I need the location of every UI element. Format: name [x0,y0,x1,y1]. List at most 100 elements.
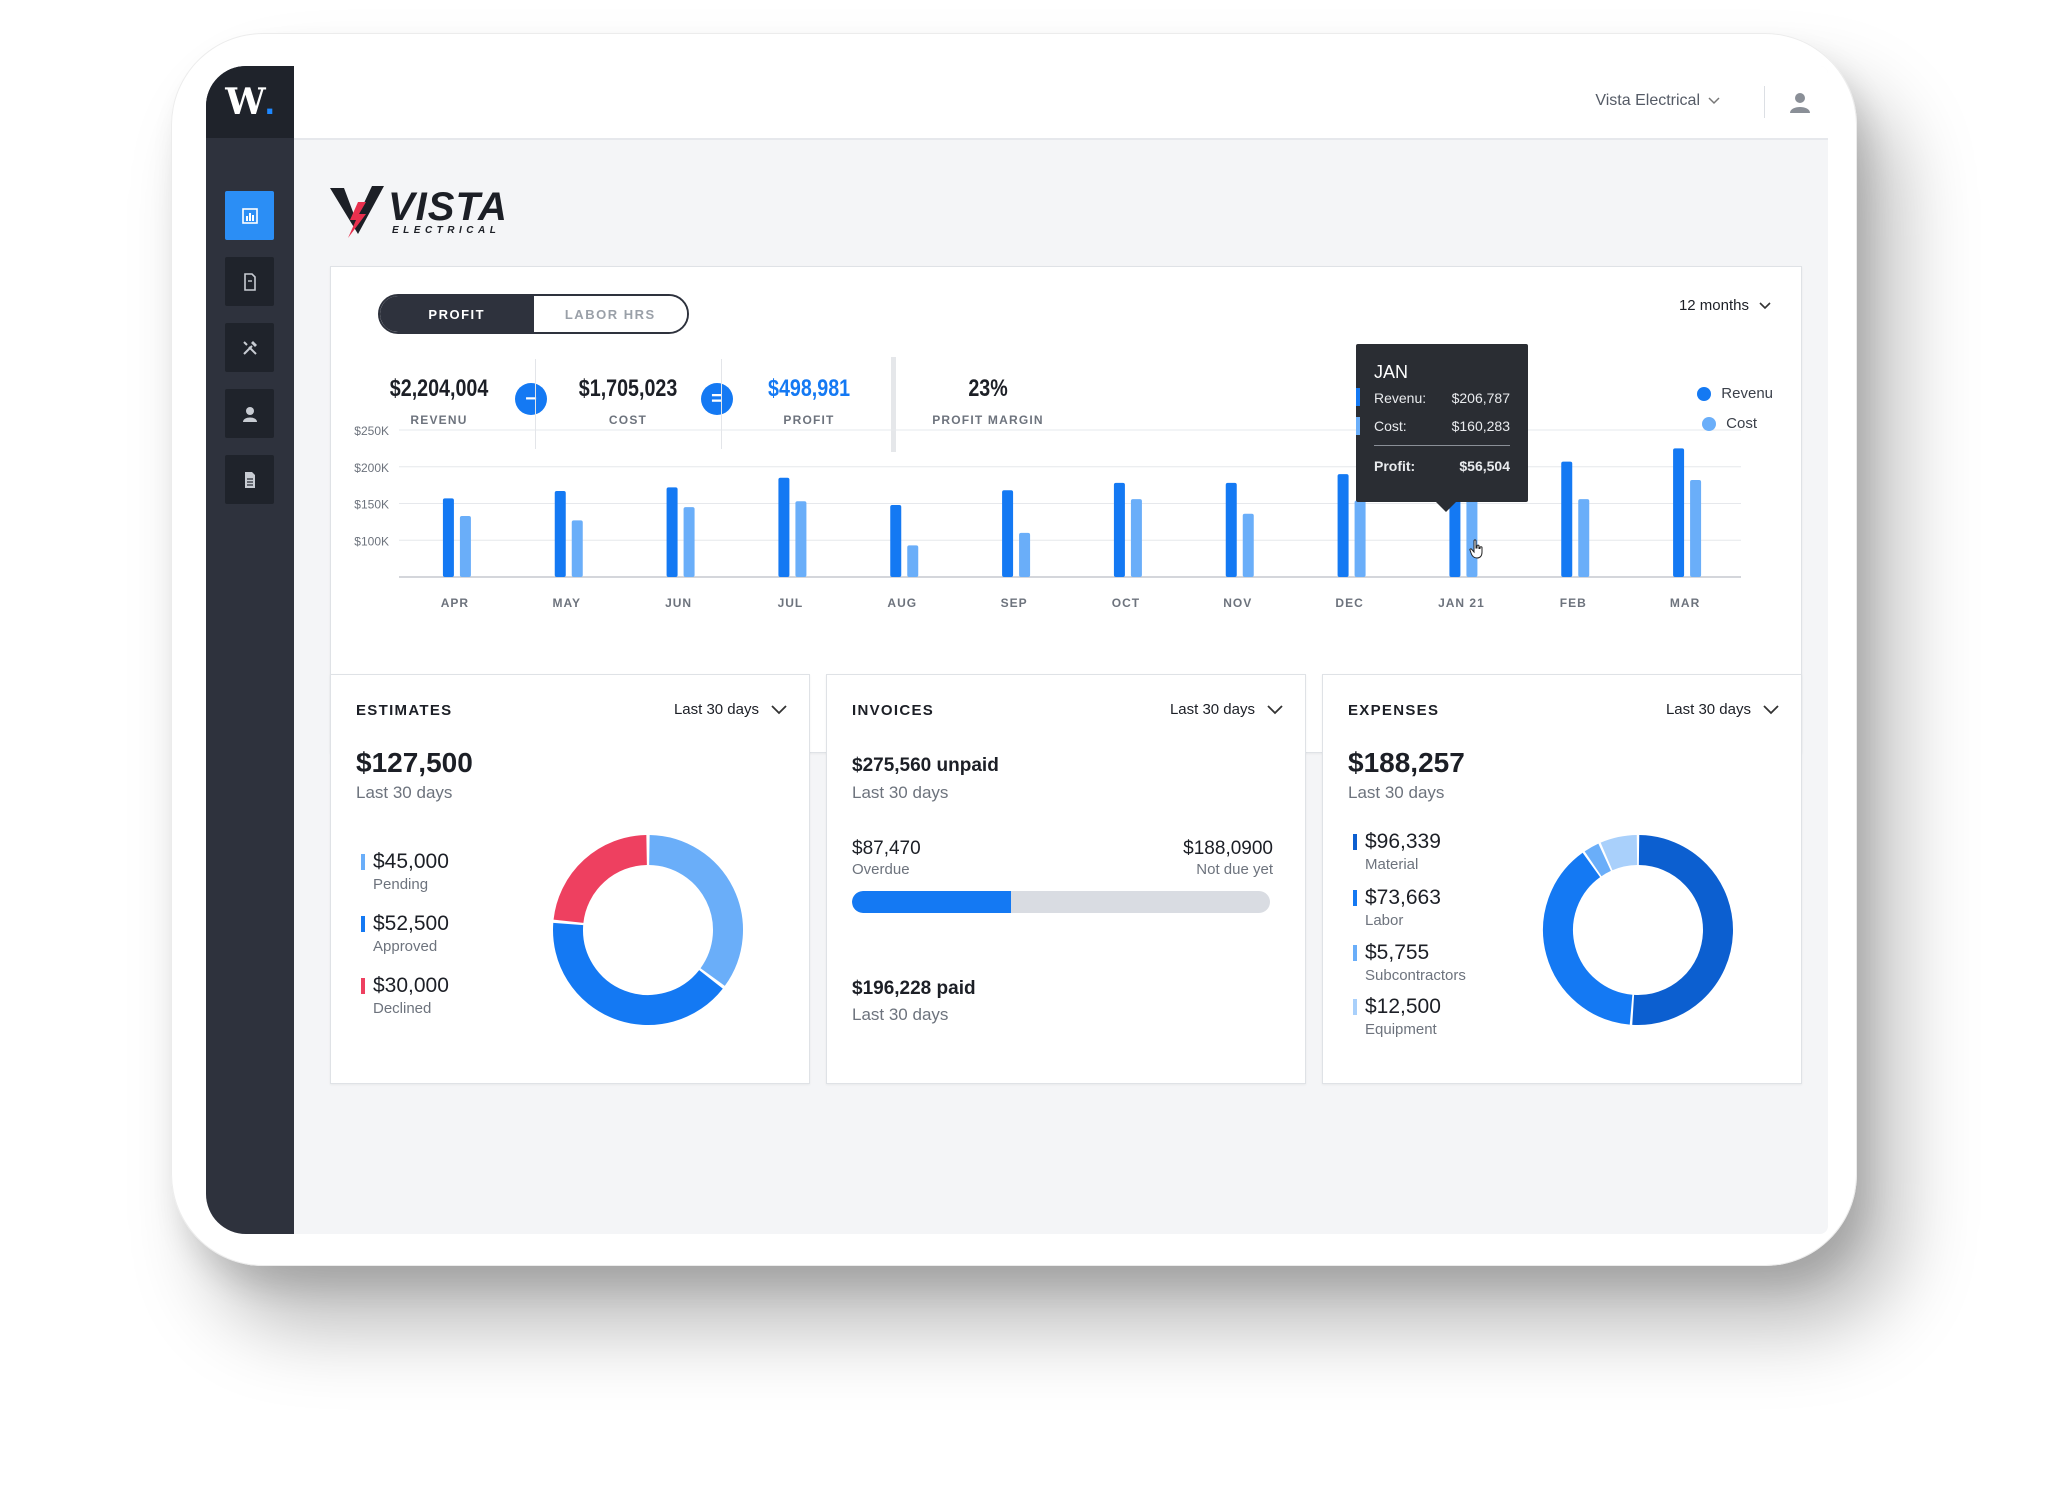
legend-revenue-dot [1697,386,1712,401]
x-tick-label: MAY [552,596,581,610]
expenses-period: Last 30 days [1665,701,1751,718]
cost-bar[interactable] [1242,513,1254,577]
tooltip-cost-marker [1356,417,1360,435]
estimate-amount: $30,000 [373,974,449,997]
donut-slice[interactable] [553,922,723,1025]
cost-bar[interactable] [571,520,583,577]
revenue-bar[interactable] [778,477,790,577]
expense-item: $73,663 Labor [1353,886,1441,929]
tooltip-revenue-value: $206,787 [1451,390,1510,406]
revenue-bar[interactable] [554,491,566,577]
user-icon [242,406,257,422]
overdue-label: Overdue [852,861,910,878]
invoice-progress-track [852,891,1270,913]
estimate-item: $52,500 Approved [361,912,449,955]
chart-tooltip: JAN Revenu: $206,787 Cost: $160,283 Prof… [1356,344,1528,512]
revenue-bar[interactable] [890,504,902,577]
chevron-down-icon [1267,704,1283,714]
expense-amount: $96,339 [1365,830,1441,853]
revenue-bar[interactable] [1002,490,1014,577]
donut-slice[interactable] [1543,852,1633,1025]
revenue-bar[interactable] [1673,448,1685,577]
cost-bar[interactable] [1466,496,1478,577]
estimates-total-sub: Last 30 days [356,783,453,802]
document-icon [243,272,256,291]
estimates-period-selector[interactable]: Last 30 days [674,701,787,718]
tooltip-profit-row: Profit: $56,504 [1374,458,1510,474]
expense-label: Equipment [1365,1021,1437,1038]
invoices-paid: $196,228 paid [852,978,976,999]
legend-cost: Cost [1702,415,1757,432]
y-tick-label: $100K [354,534,389,548]
cost-bar[interactable] [459,515,471,577]
metric-divider [535,359,536,449]
tooltip-revenue-row: Revenu: $206,787 [1374,390,1510,406]
cost-bar[interactable] [1690,479,1702,577]
overdue-amount: $87,470 [852,838,921,859]
estimates-period: Last 30 days [673,701,759,718]
invoices-period-selector[interactable]: Last 30 days [1170,701,1283,718]
nav-reports[interactable] [225,455,274,504]
revenue-bar[interactable] [666,487,678,577]
estimate-color-mark [361,854,365,870]
cost-bar[interactable] [795,501,807,577]
estimate-label: Approved [373,938,438,955]
revenue-bar[interactable] [1113,482,1125,577]
revenue-bar[interactable] [1337,474,1349,577]
estimates-title: ESTIMATES [356,702,453,719]
donut-slice[interactable] [648,835,743,986]
expense-color-mark [1353,945,1357,961]
donut-slice[interactable] [1632,835,1733,1025]
expense-label: Subcontractors [1365,967,1466,984]
expenses-period-selector[interactable]: Last 30 days [1666,701,1779,718]
revenue-bar[interactable] [1225,482,1237,577]
app-logo[interactable]: W. [206,66,294,138]
logo-v-mark [330,186,384,234]
cost-bar[interactable] [1578,499,1590,577]
revenue-value: $2,204,004 [389,375,489,402]
nav-dashboard[interactable] [225,191,274,240]
tooltip-cost-row: Cost: $160,283 [1374,418,1510,434]
invoice-progress-fill [852,891,1011,913]
account-icon[interactable] [1788,90,1812,114]
app-logo-mark: W [225,81,265,123]
y-tick-label: $150K [354,498,389,512]
range-selector[interactable]: 12 months [1679,297,1771,314]
cost-bar[interactable] [683,507,695,577]
y-tick-label: $200K [354,461,389,475]
chevron-down-icon [1759,301,1771,309]
donut-slice[interactable] [1584,843,1612,877]
nav-tools[interactable] [225,323,274,372]
toggle-profit[interactable]: PROFIT [380,296,534,332]
cost-bar[interactable] [1354,500,1366,577]
nav-users[interactable] [225,389,274,438]
legend-revenue-label: Revenu [1721,385,1773,402]
cost-bar[interactable] [1130,499,1142,577]
nav-documents[interactable] [225,257,274,306]
tooltip-month: JAN [1374,362,1409,382]
estimate-color-mark [361,978,365,994]
expense-item: $96,339 Material [1353,830,1441,873]
estimate-item: $30,000 Declined [361,974,449,1017]
revenue-bar[interactable] [442,498,454,577]
top-bar: Vista Electrical [294,66,1828,140]
metric-divider [891,357,896,452]
profit-label: PROFIT [783,413,835,427]
company-selector[interactable]: Vista Electrical [1595,92,1720,110]
x-tick-label: JAN 21 [1438,596,1485,610]
cost-bar[interactable] [1019,532,1031,577]
expense-amount: $5,755 [1365,941,1430,964]
revenue-bar[interactable] [1561,461,1573,577]
cost-bar[interactable] [907,545,919,577]
tooltip-cost-label: Cost: [1374,418,1407,434]
donut-slice[interactable] [1600,835,1638,871]
toggle-labor-hrs[interactable]: LABOR HRS [533,296,687,332]
expense-color-mark [1353,834,1357,850]
tooltip-profit-value: $56,504 [1459,458,1510,474]
app-screen: W. Vista Electrical VISTA [206,66,1828,1234]
x-tick-label: JUN [665,596,692,610]
expense-label: Material [1365,856,1419,873]
donut-slice[interactable] [553,835,648,924]
invoices-unpaid-sub: Last 30 days [852,783,949,802]
tools-icon [242,340,257,355]
